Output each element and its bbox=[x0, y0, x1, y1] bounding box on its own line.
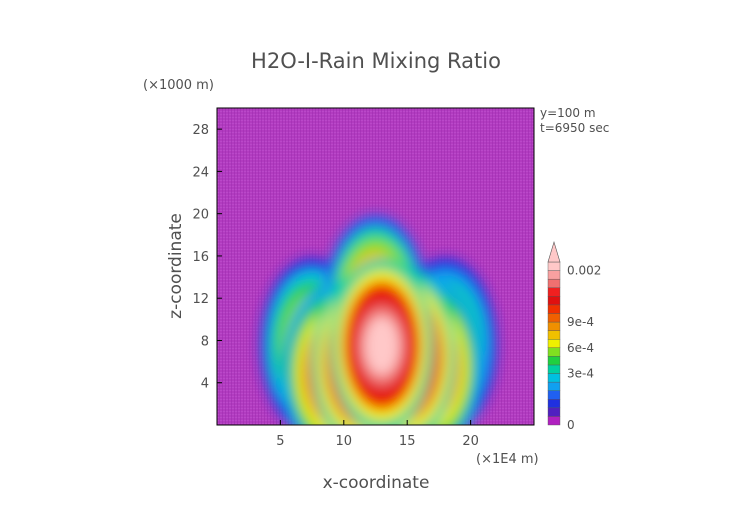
x-axis-label: x-coordinate bbox=[323, 473, 430, 493]
colorbar-swatch bbox=[547, 304, 561, 314]
y-tick-label: 16 bbox=[192, 250, 209, 265]
colorbar-label: 0 bbox=[567, 418, 575, 432]
y-tick-label: 28 bbox=[192, 123, 209, 138]
plume-contour bbox=[368, 324, 395, 368]
plume-field bbox=[260, 215, 498, 425]
colorbar-swatch bbox=[547, 330, 561, 340]
colorbar-swatch bbox=[547, 321, 561, 331]
annotation-t: t=6950 sec bbox=[540, 121, 609, 135]
colorbar-label: 6e-4 bbox=[567, 341, 594, 355]
y-tick-label: 12 bbox=[192, 292, 209, 307]
colorbar-swatch bbox=[547, 364, 561, 374]
colorbar-swatch bbox=[547, 296, 561, 306]
colorbar-swatch bbox=[547, 313, 561, 323]
x-tick-label: 10 bbox=[336, 434, 353, 449]
colorbar-swatch bbox=[547, 261, 561, 271]
colorbar-swatch bbox=[547, 381, 561, 391]
colorbar-swatch bbox=[547, 270, 561, 280]
colorbar-label: 3e-4 bbox=[567, 367, 594, 381]
colorbar-overflow-arrow bbox=[547, 240, 561, 263]
colorbar-swatch bbox=[547, 399, 561, 409]
x-unit-label: (×1E4 m) bbox=[476, 452, 539, 467]
colorbar-swatch bbox=[547, 347, 561, 357]
colorbar-swatch bbox=[547, 356, 561, 366]
colorbar-swatch bbox=[547, 390, 561, 400]
annotation-y: y=100 m bbox=[540, 106, 596, 120]
y-tick-label: 20 bbox=[192, 208, 209, 223]
colorbar-label: 0.002 bbox=[567, 264, 601, 278]
y-axis-label: z-coordinate bbox=[166, 213, 186, 319]
plot-frame bbox=[216, 107, 535, 426]
colorbar-swatch bbox=[547, 407, 561, 417]
colorbar-swatch bbox=[547, 339, 561, 348]
colorbar-swatch bbox=[547, 416, 561, 426]
y-tick-label: 8 bbox=[201, 334, 209, 349]
y-tick-label: 4 bbox=[201, 377, 209, 392]
chart-title: H2O-I-Rain Mixing Ratio bbox=[251, 49, 501, 73]
mixing-ratio-field bbox=[260, 215, 498, 425]
colorbar-swatch bbox=[547, 287, 561, 297]
colorbar: 0 3e-4 6e-4 9e-4 0.002 bbox=[547, 240, 601, 432]
y-unit-label: (×1000 m) bbox=[143, 78, 214, 93]
y-axis: 4 8 12 16 20 24 28 bbox=[192, 123, 222, 392]
y-tick-label: 24 bbox=[192, 165, 209, 180]
colorbar-swatch bbox=[547, 278, 561, 288]
x-axis: 5 10 15 20 bbox=[276, 420, 479, 449]
x-tick-label: 15 bbox=[399, 434, 416, 449]
colorbar-swatch bbox=[547, 373, 561, 383]
x-tick-label: 5 bbox=[276, 434, 284, 449]
x-tick-label: 20 bbox=[462, 434, 479, 449]
colorbar-label: 9e-4 bbox=[567, 315, 594, 329]
